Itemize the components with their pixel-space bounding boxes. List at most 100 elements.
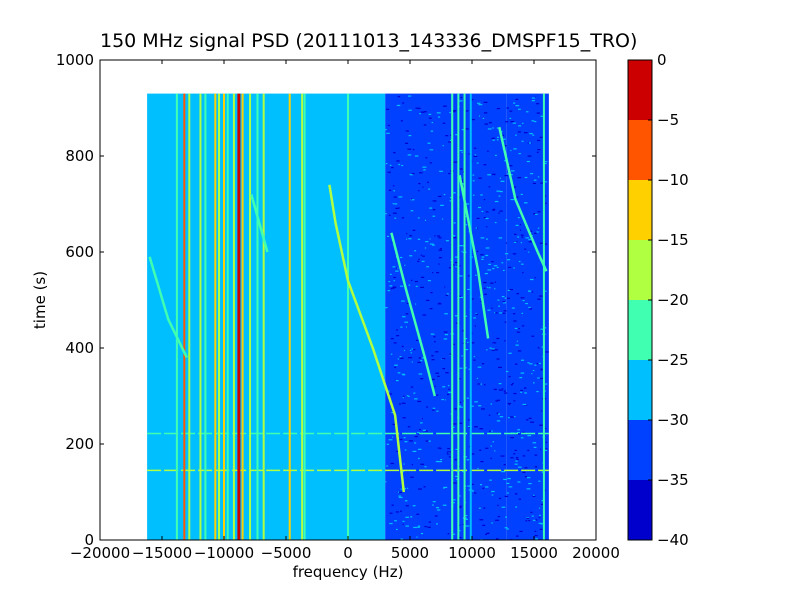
heatmap-noise-cell (457, 506, 462, 509)
heatmap-noise-cell (504, 392, 508, 394)
heatmap-noise-cell (414, 398, 418, 400)
heatmap-noise-cell (474, 154, 477, 156)
heatmap-noise-cell (437, 235, 441, 237)
heatmap-noise-cell (429, 207, 433, 209)
heatmap-noise-cell (531, 120, 534, 122)
heatmap-noise-cell (436, 272, 440, 274)
heatmap-noise-cell (396, 104, 401, 107)
heatmap-noise-cell (528, 238, 531, 241)
colorbar-bin (628, 120, 652, 180)
heatmap-noise-cell (417, 238, 421, 240)
heatmap-noise-cell (436, 410, 439, 412)
heatmap-noise-cell (527, 155, 532, 157)
heatmap-noise-cell (479, 519, 484, 521)
heatmap-noise-cell (434, 341, 436, 343)
heatmap-noise-cell (485, 247, 490, 249)
heatmap-noise-cell (431, 355, 434, 357)
heatmap-noise-cell (538, 362, 541, 365)
heatmap-noise-cell (519, 377, 523, 379)
colorbar-tick-label: −30 (657, 411, 689, 429)
heatmap-noise-cell (493, 265, 498, 267)
heatmap-noise-cell (526, 160, 530, 163)
heatmap-drift-track (250, 194, 269, 253)
heatmap-noise-cell (529, 133, 533, 135)
heatmap-noise-cell (517, 481, 521, 483)
heatmap-noise-cell (487, 128, 492, 130)
heatmap-noise-cell (394, 520, 397, 522)
heatmap-region (506, 93, 549, 540)
heatmap-noise-cell (480, 460, 484, 463)
heatmap-noise-cell (454, 256, 458, 258)
heatmap-noise-cell (545, 351, 549, 353)
heatmap-noise-cell (403, 437, 406, 439)
heatmap-noise-cell (391, 504, 394, 506)
heatmap-noise-cell (447, 533, 450, 535)
heatmap-noise-cell (494, 154, 497, 157)
heatmap-noise-cell (526, 517, 530, 519)
heatmap-noise-cell (392, 286, 397, 288)
heatmap-noise-cell (410, 386, 414, 388)
y-tick-label: 200 (65, 435, 94, 453)
x-axis: −20000 −15000 −10000 −5000 0 5000 10000 15000 20… (70, 60, 620, 562)
heatmap-noise-cell (527, 290, 531, 292)
heatmap-noise-cell (520, 359, 525, 361)
heatmap-noise-cell (464, 338, 468, 340)
heatmap-noise-cell (444, 399, 446, 401)
heatmap-noise-cell (389, 164, 392, 166)
heatmap-noise-cell (504, 340, 506, 342)
heatmap-noise-cell (460, 179, 464, 181)
heatmap-noise-cell (408, 109, 412, 111)
heatmap-noise-cell (385, 128, 387, 131)
heatmap-noise-cell (455, 266, 459, 268)
heatmap-noise-cell (471, 298, 474, 300)
heatmap-noise-cell (498, 195, 501, 197)
heatmap-noise-cell (444, 286, 446, 288)
heatmap-noise-cell (388, 439, 393, 441)
heatmap-noise-cell (434, 235, 436, 237)
heatmap-noise-cell (513, 186, 517, 188)
heatmap-noise-cell (512, 382, 514, 385)
heatmap-noise-cell (446, 293, 449, 295)
heatmap-noise-cell (480, 237, 485, 239)
heatmap-noise-cell (462, 183, 465, 185)
heatmap-noise-cell (435, 507, 440, 509)
heatmap-noise-cell (506, 492, 509, 494)
heatmap-noise-cell (405, 525, 409, 527)
heatmap-noise-cell (465, 215, 467, 217)
heatmap-noise-cell (484, 217, 489, 220)
heatmap-noise-cell (526, 517, 529, 519)
heatmap-noise-cell (390, 338, 394, 340)
heatmap-noise-cell (504, 527, 508, 529)
heatmap-region (453, 93, 507, 540)
heatmap-noise-cell (442, 386, 446, 388)
heatmap-noise-cell (531, 97, 536, 99)
heatmap-noise-cell (436, 112, 441, 114)
heatmap-noise-cell (519, 530, 523, 533)
heatmap-noise-cell (396, 160, 400, 162)
heatmap-noise-cell (524, 467, 528, 469)
x-tick-label: −5000 (261, 544, 312, 562)
heatmap-noise-cell (408, 284, 411, 286)
heatmap-noise-cell (539, 136, 543, 138)
heatmap-noise-cell (418, 357, 422, 359)
heatmap-noise-cell (385, 307, 388, 309)
heatmap-noise-cell (454, 459, 457, 461)
heatmap-noise-cell (521, 140, 524, 142)
heatmap-noise-cell (534, 213, 538, 215)
heatmap-noise-cell (453, 237, 457, 239)
heatmap-noise-cell (520, 437, 524, 439)
heatmap-noise-cell (396, 379, 399, 382)
heatmap-noise-cell (515, 105, 520, 107)
heatmap-noise-cell (483, 217, 486, 219)
heatmap-noise-cell (540, 448, 542, 450)
heatmap-noise-cell (502, 134, 504, 136)
heatmap-noise-cell (479, 484, 483, 486)
heatmap-noise-cell (536, 362, 539, 365)
heatmap-noise-cell (474, 492, 477, 494)
heatmap-noise-cell (473, 155, 478, 158)
heatmap-noise-cell (508, 404, 511, 406)
heatmap-noise-cell (452, 426, 455, 428)
colorbar-tick-label: −15 (657, 231, 689, 249)
heatmap-noise-cell (406, 238, 408, 240)
heatmap-noise-cell (403, 463, 405, 465)
